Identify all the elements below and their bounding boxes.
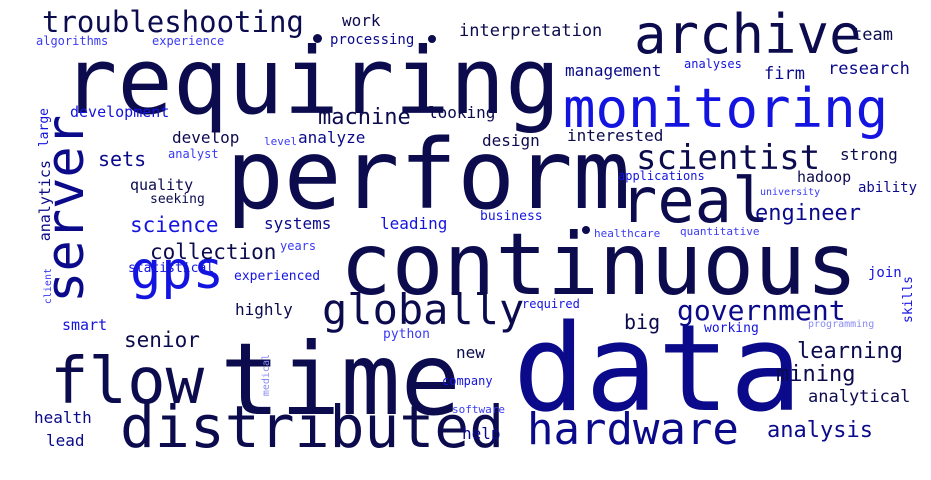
word-management: management — [565, 61, 662, 80]
word-client: client — [43, 268, 54, 305]
word-healthcare: healthcare — [594, 227, 661, 240]
word-help: help — [462, 424, 501, 443]
word-time: time — [220, 321, 461, 438]
word-systems: systems — [264, 214, 332, 233]
word-archive: archive — [634, 3, 862, 66]
word-design: design — [482, 131, 540, 150]
word-analytical: analytical — [808, 387, 911, 407]
word-government: government — [677, 294, 846, 327]
word-hadoop: hadoop — [797, 168, 852, 186]
word-algorithms: algorithms — [36, 34, 109, 48]
cloud-dot — [428, 35, 436, 43]
word-large: large — [37, 108, 52, 148]
word-requiring: requiring — [62, 28, 561, 135]
word-leading: leading — [380, 214, 448, 233]
word-analyst: analyst — [168, 147, 219, 161]
word-big: big — [624, 310, 661, 334]
word-smart: smart — [62, 316, 108, 334]
word-scientist: scientist — [636, 138, 821, 178]
word-company: company — [442, 374, 493, 388]
word-hardware: hardware — [527, 404, 739, 455]
word-research: research — [828, 59, 910, 79]
word-medical: medical — [261, 354, 272, 397]
word-experienced: experienced — [234, 269, 321, 284]
word-learning: learning — [797, 339, 903, 364]
word-experience: experience — [152, 34, 225, 48]
word-collection: collection — [150, 240, 277, 264]
word-join: join — [868, 265, 902, 281]
word-quality: quality — [130, 176, 194, 194]
word-python: python — [383, 327, 430, 342]
word-strong: strong — [840, 145, 898, 164]
word-machine: machine — [318, 105, 411, 130]
word-development: development — [70, 103, 170, 121]
word-science: science — [130, 213, 219, 237]
word-seeking: seeking — [150, 192, 205, 207]
cloud-dot — [313, 34, 322, 43]
word-university: university — [760, 187, 821, 198]
word-level: level — [264, 135, 298, 148]
word-new: new — [456, 343, 485, 362]
word-continuous: continuous — [340, 215, 858, 315]
word-interested: interested — [567, 126, 664, 145]
word-ability: ability — [858, 180, 918, 196]
word-programming: programming — [808, 319, 875, 330]
word-software: software — [452, 403, 505, 416]
word-quantitative: quantitative — [680, 225, 760, 238]
word-distributed: distributed — [120, 393, 505, 461]
word-troubleshooting: troubleshooting — [42, 5, 304, 39]
word-looking: looking — [428, 103, 496, 122]
word-sets: sets — [98, 147, 147, 171]
word-lead: lead — [46, 431, 85, 450]
word-data: data — [513, 300, 802, 439]
word-skills: skills — [901, 276, 916, 323]
word-highly: highly — [235, 300, 293, 319]
word-statistical: statistical — [128, 261, 215, 276]
word-engineer: engineer — [755, 201, 861, 226]
word-business: business — [480, 209, 543, 224]
word-analyze: analyze — [298, 128, 366, 147]
word-develop: develop — [172, 128, 240, 147]
word-team: team — [852, 25, 893, 45]
word-working: working — [704, 321, 759, 336]
word-years: years — [280, 239, 317, 253]
word-monitoring: monitoring — [563, 77, 889, 140]
word-analyses: analyses — [684, 57, 742, 71]
word-applications: applications — [618, 169, 705, 183]
word-senior: senior — [124, 328, 200, 352]
word-real: real — [620, 164, 770, 237]
word-perform: perform — [226, 119, 631, 231]
word-flow: flow — [50, 345, 205, 419]
word-required: required — [522, 297, 580, 311]
word-mining: mining — [776, 362, 856, 387]
cloud-dot — [582, 226, 590, 234]
word-gps: gps — [130, 241, 224, 301]
word-globally: globally — [322, 285, 525, 334]
word-health: health — [34, 408, 92, 427]
word-analysis: analysis — [767, 418, 873, 443]
word-work: work — [342, 11, 381, 30]
word-processing: processing — [330, 32, 415, 48]
word-firm: firm — [764, 64, 805, 84]
word-interpretation: interpretation — [459, 21, 603, 41]
word-analytics: analytics — [36, 160, 54, 242]
